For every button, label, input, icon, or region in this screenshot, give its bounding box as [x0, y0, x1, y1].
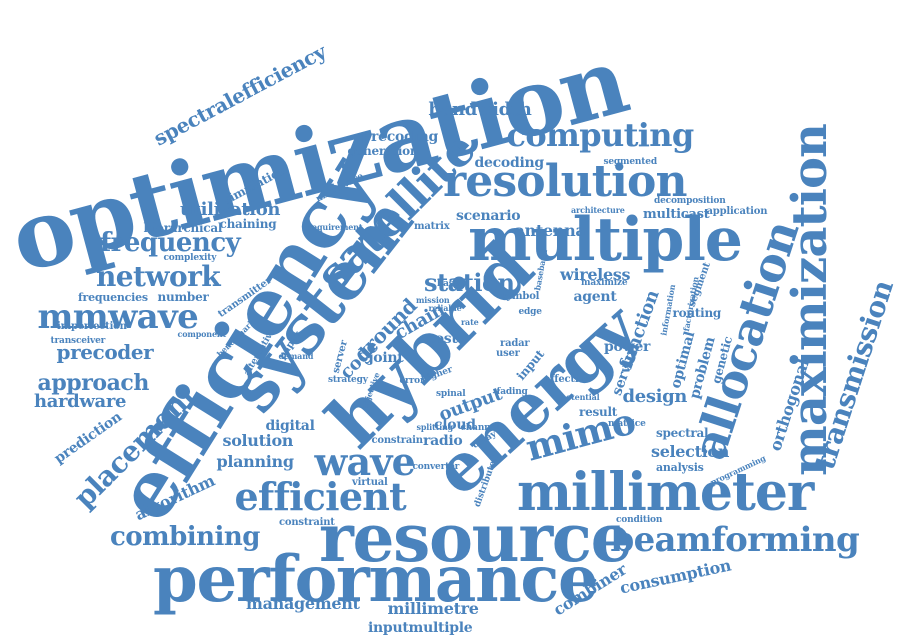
word-number: number: [157, 290, 209, 304]
word-performance: performance: [153, 542, 599, 617]
word-solution: solution: [222, 431, 294, 450]
word-base: base: [437, 278, 460, 289]
word-constrain: constrain: [371, 435, 423, 446]
word-radar: radar: [500, 338, 530, 349]
word-application: application: [706, 206, 768, 217]
word-design: design: [622, 386, 688, 407]
word-potential: potential: [560, 392, 600, 402]
word-combining: combining: [110, 522, 260, 552]
word-segmented: segmented: [603, 156, 658, 167]
word-efficient: efficient: [234, 474, 407, 519]
word-maximize: maximize: [581, 277, 628, 288]
word-bandwidth: bandwidth: [428, 99, 532, 120]
word-wave: wave: [314, 439, 416, 484]
word-precoding: precoding: [361, 129, 439, 145]
word-virtual: virtual: [352, 477, 388, 488]
word-strategy: strategy: [328, 374, 368, 385]
word-component: component: [177, 329, 227, 339]
word-scenario: scenario: [456, 208, 521, 224]
word-edge: edge: [518, 306, 543, 317]
word-converter: converter: [412, 461, 460, 472]
word-consumption: consumption: [617, 555, 733, 598]
word-imperfection: imperfection: [57, 321, 127, 332]
word-hardware: hardware: [34, 391, 127, 412]
word-decomposition: decomposition: [654, 195, 726, 206]
word-frequency: frequency: [100, 228, 241, 258]
word-mission: mission: [416, 295, 450, 305]
word-resource: resource: [319, 499, 633, 577]
word-fading: fading: [496, 386, 528, 397]
word-computing: computing: [506, 116, 695, 154]
word-cloud: cloud: [434, 417, 476, 433]
word-result: result: [579, 405, 618, 419]
word-millimetre: millimetre: [387, 599, 479, 618]
word-spectral: spectral: [656, 426, 709, 440]
word-resolution: resolution: [443, 156, 687, 207]
word-millimeter: millimeter: [517, 462, 814, 523]
word-station: station: [424, 268, 515, 297]
word-analysis: analysis: [656, 460, 704, 474]
word-planning: planning: [216, 452, 295, 471]
word-cost: cost: [426, 331, 458, 347]
word-utilization: utilization: [180, 199, 281, 220]
word-antenna: antenna: [514, 221, 586, 240]
word-chaining: chaining: [219, 217, 277, 231]
word-frequencies: frequencies: [78, 290, 148, 304]
word-user: user: [496, 348, 520, 359]
word-spinal: spinal: [436, 388, 466, 399]
word-inputmultiple: inputmultiple: [368, 620, 473, 636]
word-management: management: [246, 594, 360, 613]
word-agent: agent: [573, 289, 617, 305]
word-digital: digital: [265, 418, 315, 434]
word-multicast: multicast: [643, 206, 710, 222]
word-approach: approach: [37, 370, 150, 396]
word-matrix: matrix: [414, 221, 450, 232]
word-joint: joint: [368, 350, 404, 366]
word-reliable: reliable: [428, 303, 462, 313]
word-routing: routing: [672, 306, 722, 320]
word-hierarchical: hierarchical: [143, 221, 223, 235]
word-demand: demand: [278, 351, 314, 361]
word-matrice: matrice: [608, 418, 646, 429]
word-channel: channel: [460, 422, 500, 433]
word-complexity: complexity: [163, 252, 217, 263]
word-wireless: wireless: [560, 265, 631, 284]
word-multiple: multiple: [468, 205, 743, 275]
word-power: power: [604, 339, 651, 355]
word-mmwave: mmwave: [37, 297, 199, 337]
word-requirement: requirement: [308, 222, 363, 232]
word-transceiver: transceiver: [50, 335, 106, 346]
word-selection: selection: [651, 442, 730, 461]
word-splitting: splitting: [416, 422, 454, 432]
word-radio: radio: [423, 433, 463, 449]
word-decoding: decoding: [474, 155, 545, 171]
word-architecture: architecture: [571, 205, 625, 215]
word-beamforming: beamforming: [610, 520, 860, 560]
word-condition: condition: [616, 514, 663, 525]
word-network: network: [96, 260, 221, 293]
word-generation: generation: [347, 144, 419, 158]
word-constraint: constraint: [279, 517, 335, 528]
word-symbol: symbol: [501, 291, 540, 302]
word-error: error: [399, 375, 425, 386]
word-rate: rate: [461, 317, 479, 327]
word-precoder: precoder: [56, 340, 154, 364]
word-effective: effective: [544, 374, 591, 385]
